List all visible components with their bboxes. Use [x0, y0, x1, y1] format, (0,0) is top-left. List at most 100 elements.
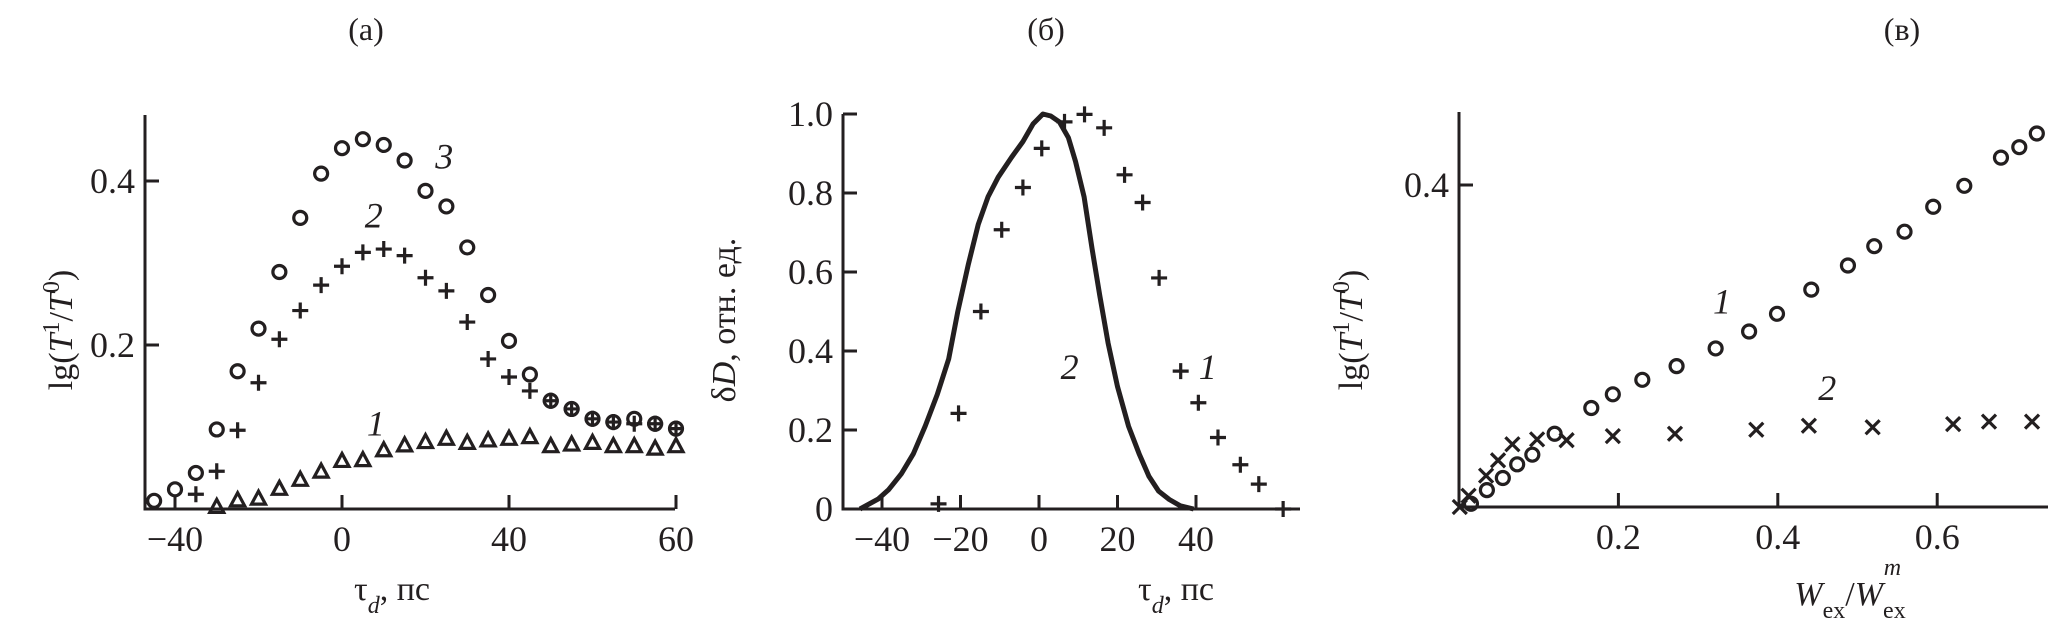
- data-point-circle: [1803, 281, 1820, 298]
- y-tick-label: 0.8: [788, 173, 833, 213]
- data-point-circle: [542, 392, 559, 409]
- data-point-circle: [354, 131, 371, 148]
- curve-label: 3: [434, 136, 453, 176]
- data-point-triangle: [394, 434, 415, 453]
- data-point-plus: [354, 244, 371, 261]
- data-point-circle: [1992, 149, 2010, 166]
- data-point-triangle: [478, 429, 498, 448]
- y-axis-label: lg(T1/T0): [39, 270, 80, 390]
- x-axis-label: τd, пс: [1138, 571, 1214, 619]
- data-point-cross: [1980, 413, 1998, 430]
- series-line: [858, 111, 1195, 512]
- data-point-circle: [1956, 177, 1973, 194]
- data-point-circle: [292, 209, 309, 226]
- data-point-plus: [1116, 166, 1133, 183]
- y-axis-label-part: lg(: [1333, 352, 1370, 390]
- data-point-plus: [1209, 429, 1226, 446]
- data-point-cross: [1504, 436, 1521, 453]
- data-point-triangle: [582, 432, 603, 450]
- data-point-triangle: [311, 460, 331, 479]
- data-point-circle: [271, 263, 288, 281]
- panel-title: (а): [348, 11, 384, 47]
- data-point-triangle: [374, 439, 394, 458]
- data-point-plus: [250, 374, 267, 391]
- data-point-triangle: [415, 431, 436, 450]
- data-point-plus: [480, 350, 497, 367]
- axes: [143, 115, 675, 511]
- data-point-circle: [417, 182, 434, 199]
- x-tick-label: 0.6: [1915, 517, 1960, 557]
- x-axis-label-part: /: [1845, 576, 1855, 613]
- curve-label: 2: [365, 195, 383, 235]
- y-axis-label-part: T: [1333, 291, 1370, 312]
- data-point-circle: [208, 421, 225, 438]
- data-point-cross: [1604, 428, 1621, 445]
- data-point-cross: [1489, 452, 1507, 469]
- data-point-circle: [187, 464, 204, 482]
- curve-label: 2: [1818, 368, 1836, 408]
- data-point-circle: [1524, 446, 1541, 463]
- data-point-circle: [146, 492, 163, 509]
- x-tick-label: −40: [854, 519, 910, 559]
- data-point-plus: [950, 405, 967, 422]
- y-tick-label: 0.2: [788, 410, 833, 450]
- y-axis-label-part: ): [43, 270, 80, 281]
- y-axis-label: lg(T1/T0): [1329, 270, 1370, 390]
- data-point-circle: [313, 165, 330, 182]
- data-point-circle: [459, 239, 476, 256]
- data-point-circle: [1925, 198, 1942, 215]
- data-point-plus: [334, 258, 350, 275]
- data-point-circle: [438, 198, 455, 215]
- data-point-circle: [584, 410, 601, 427]
- data-point-triangle: [624, 435, 644, 454]
- y-axis-label-part: 0: [1329, 281, 1355, 293]
- x-axis-label: Wex/Wexm: [1794, 555, 1905, 624]
- data-point-plus: [187, 486, 204, 503]
- data-point-plus: [438, 282, 455, 299]
- data-point-circle: [1839, 257, 1857, 274]
- series-1: [207, 426, 686, 514]
- y-tick-label: 0.4: [1404, 165, 1449, 205]
- y-tick-label: 0: [815, 489, 833, 529]
- data-point-plus: [501, 368, 517, 385]
- axes: [841, 114, 1300, 511]
- data-point-triangle: [269, 477, 290, 496]
- y-axis-label-part: T: [1333, 331, 1370, 352]
- data-point-circle: [2011, 139, 2028, 156]
- data-point-cross: [1666, 425, 1684, 442]
- data-point-triangle: [436, 427, 457, 446]
- data-point-plus: [1096, 119, 1113, 136]
- data-point-plus: [1172, 363, 1189, 380]
- y-axis-label-part: δ: [706, 386, 743, 402]
- curve-label: 1: [367, 404, 385, 444]
- y-axis-label-part: 1: [39, 322, 65, 334]
- x-axis-label-part: d: [1152, 593, 1165, 619]
- panel-title: (в): [1884, 11, 1920, 47]
- series-2: [858, 111, 1195, 512]
- data-point-plus: [1014, 179, 1031, 196]
- x-tick-label: 0.2: [1596, 517, 1641, 557]
- y-axis-label-part: D: [706, 361, 743, 387]
- y-axis-label-part: T: [43, 291, 80, 312]
- data-point-plus: [521, 382, 538, 399]
- y-tick-label: 0.6: [788, 252, 833, 292]
- data-point-circle: [1668, 358, 1685, 375]
- x-axis-label-part: , пс: [380, 571, 430, 608]
- data-point-cross: [1945, 415, 1962, 433]
- series-2: [187, 241, 684, 503]
- y-axis-label: δD, отн. ед.: [706, 238, 743, 403]
- data-point-triangle: [499, 427, 519, 446]
- x-axis-label-part: τ: [1138, 571, 1152, 608]
- data-point-cross: [2023, 413, 2041, 430]
- y-axis-label-part: , отн. ед.: [706, 238, 743, 362]
- data-point-plus: [972, 303, 989, 320]
- x-axis-label: τd, пс: [354, 571, 430, 619]
- series-3: [146, 131, 685, 509]
- data-point-plus: [208, 463, 225, 480]
- data-point-triangle: [520, 426, 540, 445]
- y-axis-label-part: /: [43, 312, 80, 322]
- data-point-triangle: [227, 489, 248, 508]
- data-point-triangle: [541, 435, 561, 454]
- data-point-triangle: [457, 432, 477, 450]
